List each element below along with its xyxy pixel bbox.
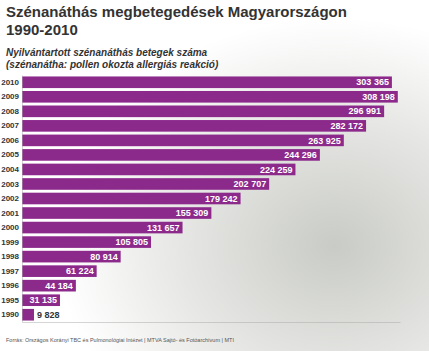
bar	[22, 193, 241, 205]
bar	[22, 120, 366, 132]
bar	[22, 76, 392, 88]
tick-label: 2002	[1, 194, 19, 203]
bar	[22, 178, 269, 190]
data-label: 179 242	[205, 194, 238, 204]
bar	[22, 106, 384, 118]
bar	[22, 265, 97, 277]
tick: 2000	[1, 223, 19, 232]
data-label: 80 914	[90, 252, 118, 262]
tick-label: 2003	[1, 180, 19, 189]
tick: 2008	[1, 107, 19, 116]
tick-label: 1990	[1, 310, 19, 319]
data-label: 131 657	[147, 223, 180, 233]
tick: 1995	[1, 296, 19, 305]
tick: 2007	[1, 121, 19, 130]
data-label: 105 805	[115, 237, 148, 247]
tick: 1997	[1, 267, 19, 276]
tick: 2002	[1, 194, 19, 203]
background	[0, 0, 429, 351]
axis-line	[22, 76, 23, 323]
tick-label: 1997	[1, 267, 19, 276]
bar	[22, 164, 295, 176]
tick-label: 2004	[1, 165, 19, 174]
data-label: 296 991	[349, 106, 382, 116]
tick: 2010	[1, 78, 19, 87]
data-label: 155 309	[176, 208, 209, 218]
tick-label: 2010	[1, 78, 19, 87]
bar	[22, 222, 183, 234]
data-label: 61 224	[66, 266, 94, 276]
data-label: 282 172	[331, 121, 364, 131]
tick: 2001	[1, 209, 19, 218]
bar	[22, 207, 211, 219]
tick-label: 2001	[1, 209, 19, 218]
data-label: 244 296	[284, 150, 317, 160]
tick-label: 1995	[1, 296, 19, 305]
tick-label: 2005	[1, 150, 19, 159]
data-label: 44 184	[45, 281, 73, 291]
bar	[22, 280, 76, 292]
bar	[22, 309, 34, 321]
data-label: 263 925	[308, 136, 341, 146]
tick: 1998	[1, 252, 19, 261]
data-label: 224 259	[260, 165, 293, 175]
tick-label: 1998	[1, 252, 19, 261]
y-axis: 2010 2009 2008 2007 2006 2005 2004 2003 2002 2001…	[1, 76, 22, 323]
tick-label: 2006	[1, 136, 19, 145]
tick: 2009	[1, 92, 19, 101]
tick: 1999	[1, 238, 19, 247]
tick-label: 2000	[1, 223, 19, 232]
title: Szénanáthás megbetegedések Magyarországo…	[6, 3, 347, 38]
bar	[22, 91, 398, 103]
bar	[22, 135, 344, 147]
source: Forrás: Országos Korányi TBC és Pulmonol…	[6, 337, 234, 343]
x-axis	[23, 322, 401, 323]
data-label: 303 365	[356, 77, 389, 87]
tick-label: 2007	[1, 121, 19, 130]
tick: 1990	[1, 310, 19, 319]
data-label: 31 135	[29, 295, 57, 305]
tick-label: 1996	[1, 281, 19, 290]
data-label: 308 198	[362, 92, 395, 102]
tick: 2003	[1, 180, 19, 189]
data-label: 202 707	[234, 179, 267, 189]
bar	[22, 251, 121, 263]
subtitle: Nyilvántartott szénanáthás betegek száma…	[6, 47, 219, 70]
tick-label: 1999	[1, 238, 19, 247]
tick: 2004	[1, 165, 19, 174]
bar	[22, 149, 320, 161]
axis-line	[23, 322, 401, 323]
bar	[22, 236, 151, 248]
bars	[22, 76, 398, 320]
tick: 2005	[1, 150, 19, 159]
bar	[22, 294, 60, 306]
tick-label: 2008	[1, 107, 19, 116]
chart: Szénanáthás megbetegedések Magyarországo…	[0, 0, 429, 351]
tick-label: 2009	[1, 92, 19, 101]
data-label: 9 828	[37, 310, 60, 320]
tick: 1996	[1, 281, 19, 290]
data-labels: 303 365 308 198 296 991 282 172 263 925 244 2…	[29, 77, 394, 319]
tick: 2006	[1, 136, 19, 145]
